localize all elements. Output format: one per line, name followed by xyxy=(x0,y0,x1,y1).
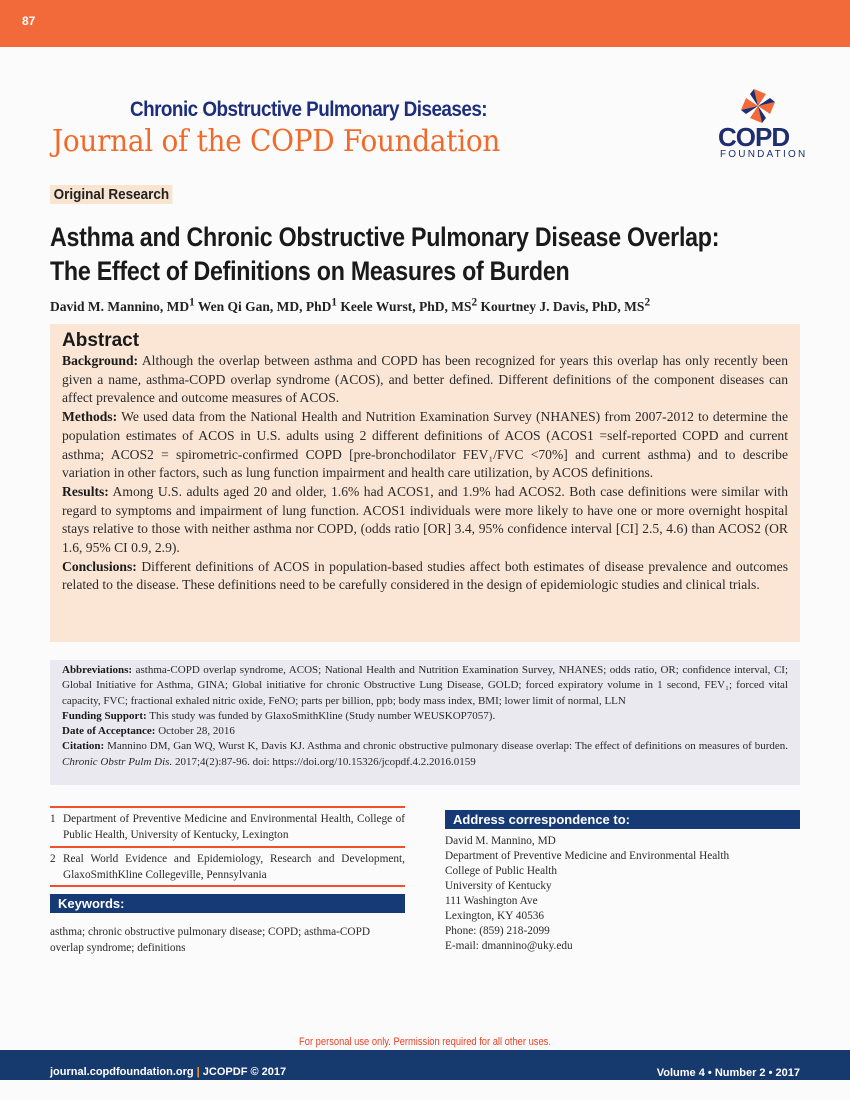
logo-subtext: FOUNDATION xyxy=(720,149,808,160)
funding-support: Funding Support: This study was funded b… xyxy=(62,709,496,722)
divider xyxy=(50,885,405,887)
abstract-methods: Methods: We used data from the National … xyxy=(62,409,788,481)
address-line: 111 Washington Ave xyxy=(445,895,538,907)
keywords-text: asthma; chronic obstructive pulmonary di… xyxy=(50,926,371,954)
address-line: Lexington, KY 40536 xyxy=(445,910,545,922)
journal-title-line2: Journal of the COPD Foundation xyxy=(52,124,501,159)
divider xyxy=(50,806,405,808)
journal-title-line1: Chronic Obstructive Pulmonary Diseases: xyxy=(130,98,488,121)
date-of-acceptance: Date of Acceptance: October 28, 2016 xyxy=(62,725,235,738)
author: Kourtney J. Davis, PhD, MS2 xyxy=(480,296,651,314)
abstract-box: Abstract Background: Although the overla… xyxy=(50,324,800,642)
correspondence-address: David M. Mannino, MD Department of Preve… xyxy=(445,834,729,954)
author: David M. Mannino, MD1 xyxy=(50,296,195,314)
abstract-conclusions: Conclusions: Different definitions of AC… xyxy=(62,558,788,593)
copyright: JCOPDF © 2017 xyxy=(202,1066,287,1078)
doi-link[interactable]: 2017;4(2):87-96. doi: https://doi.org/10… xyxy=(172,755,476,768)
affiliation-2: 2 Real World Evidence and Epidemiology, R… xyxy=(50,853,405,881)
abstract-background: Background: Although the overlap between… xyxy=(62,353,788,406)
citation: Citation: Mannino DM, Gan WQ, Wurst K, D… xyxy=(62,740,788,768)
divider xyxy=(50,846,405,848)
keywords-heading: Keywords: xyxy=(50,894,405,913)
page-number: 87 xyxy=(22,14,36,28)
logo-text: COPD xyxy=(718,122,790,152)
address-line: University of Kentucky xyxy=(445,880,552,892)
article-info-box: Abbreviations: asthma-COPD overlap syndr… xyxy=(50,660,800,785)
address-line: College of Public Health xyxy=(445,865,558,877)
abstract-heading: Abstract xyxy=(62,330,140,351)
abstract-results: Results: Among U.S. adults aged 20 and o… xyxy=(62,483,788,556)
address-phone: Phone: (859) 218-2099 xyxy=(445,925,550,937)
correspondence-heading: Address correspondence to: xyxy=(445,810,800,829)
author: Keele Wurst, PhD, MS2 xyxy=(340,296,478,314)
issue-info: Volume 4 • Number 2 • 2017 xyxy=(656,1067,800,1079)
address-line: Department of Preventive Medicine and En… xyxy=(445,850,730,862)
journal-site-link[interactable]: journal.copdfoundation.org xyxy=(50,1066,194,1078)
footer-bar: journal.copdfoundation.org | JCOPDF © 20… xyxy=(0,1050,850,1080)
section-label: Original Research xyxy=(50,185,173,204)
author-list: David M. Mannino, MD1 Wen Qi Gan, MD, Ph… xyxy=(50,296,650,315)
address-email[interactable]: E-mail: dmannino@uky.edu xyxy=(445,940,573,952)
top-bar xyxy=(0,0,850,47)
address-line: David M. Mannino, MD xyxy=(445,835,556,847)
author: Wen Qi Gan, MD, PhD1 xyxy=(197,296,338,314)
footer-left: journal.copdfoundation.org | JCOPDF © 20… xyxy=(50,1066,287,1078)
article-title: Asthma and Chronic Obstructive Pulmonary… xyxy=(50,222,720,286)
copd-foundation-logo: COPD FOUNDATION xyxy=(712,88,812,163)
usage-notice: For personal use only. Permission requir… xyxy=(299,1036,551,1048)
affiliation-1: 1 Department of Preventive Medicine and E… xyxy=(50,813,405,841)
abbreviations: Abbreviations: asthma-COPD overlap syndr… xyxy=(62,664,788,707)
pinwheel-icon xyxy=(741,89,775,123)
